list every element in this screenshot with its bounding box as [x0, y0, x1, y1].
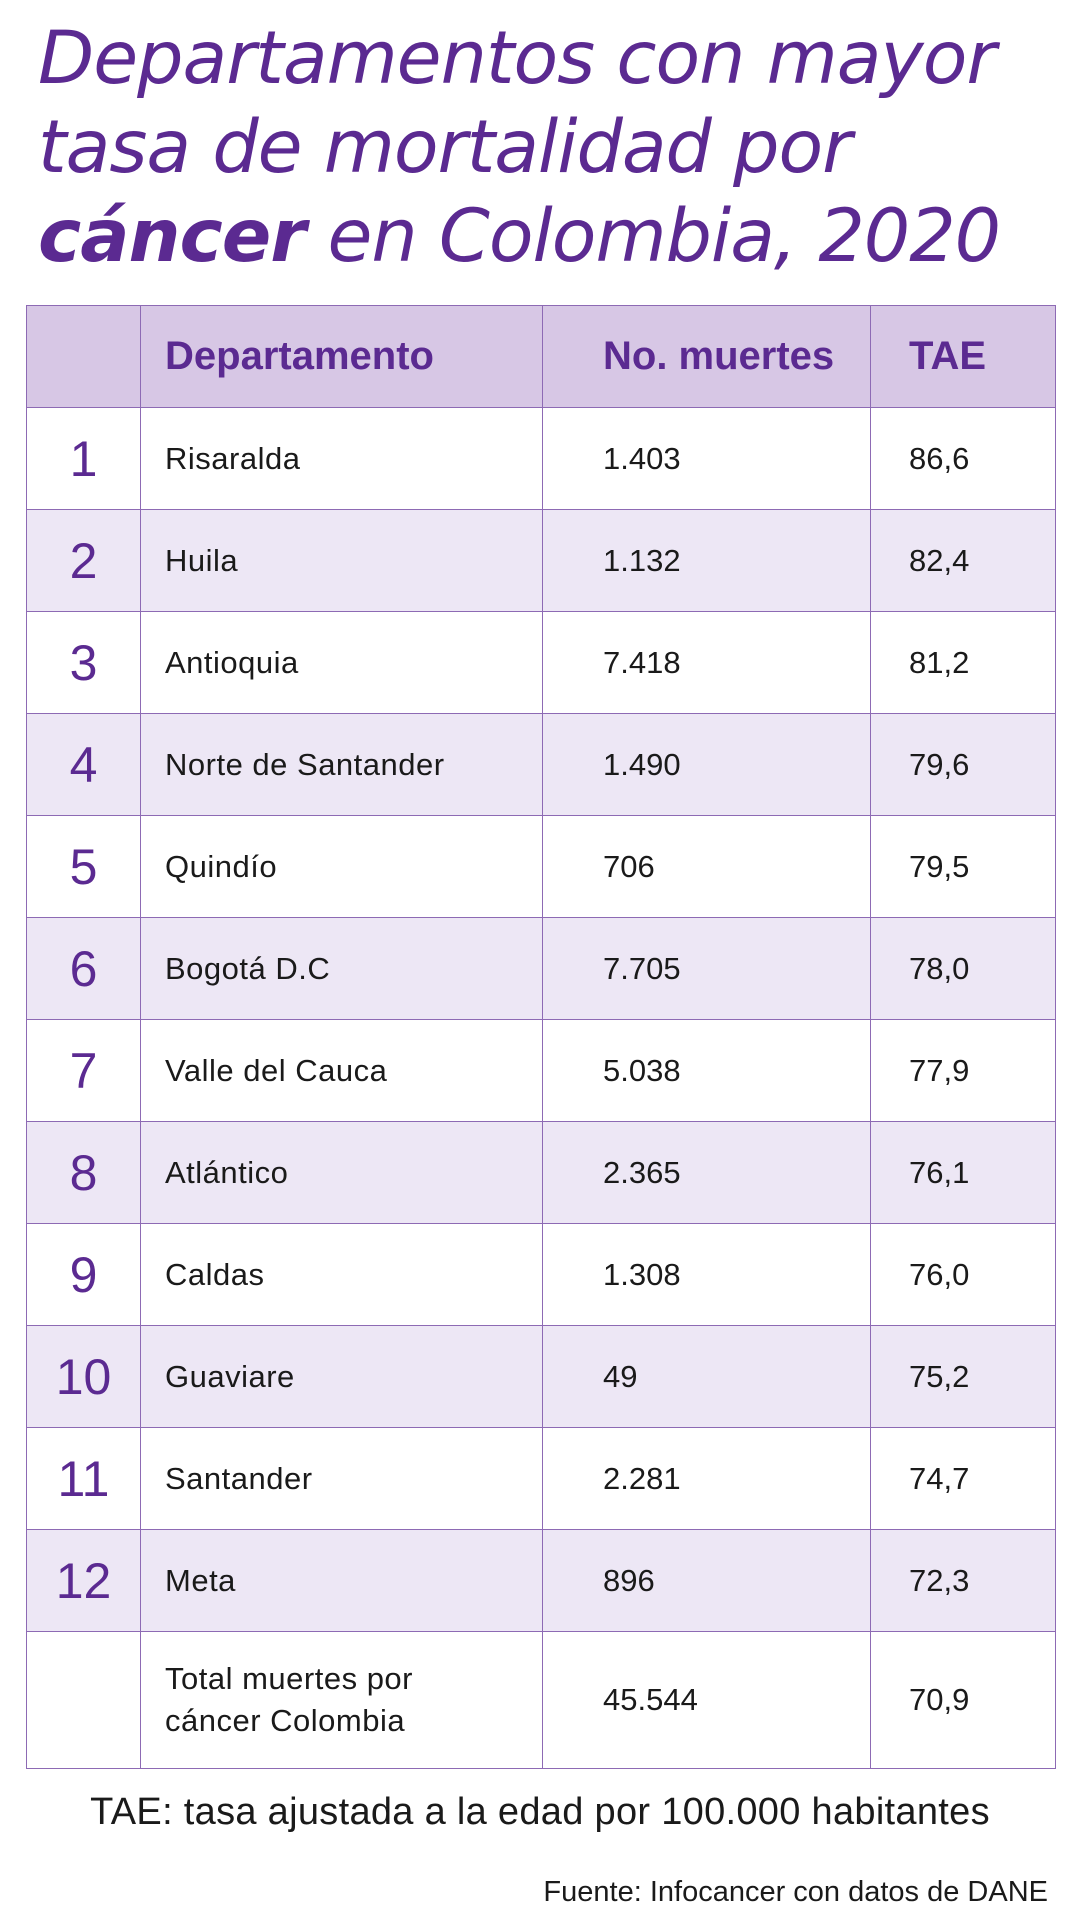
rank-cell: 5: [26, 815, 141, 918]
table-row: 10 Guaviare 49 75,2: [26, 1325, 1056, 1428]
tae-cell: 86,6: [870, 407, 1056, 510]
total-rank-cell: [26, 1631, 141, 1769]
title-bold-word: cáncer: [38, 194, 306, 279]
departamento-cell: Guaviare: [140, 1325, 543, 1428]
departamento-cell: Norte de Santander: [140, 713, 543, 816]
table-row: 4 Norte de Santander 1.490 79,6: [26, 713, 1056, 816]
header-tae: TAE: [870, 305, 1056, 408]
table-row: 9 Caldas 1.308 76,0: [26, 1223, 1056, 1326]
tae-cell: 76,1: [870, 1121, 1056, 1224]
departamento-cell: Antioquia: [140, 611, 543, 714]
muertes-cell: 7.705: [542, 917, 871, 1020]
rank-cell: 11: [26, 1427, 141, 1530]
muertes-cell: 2.365: [542, 1121, 871, 1224]
muertes-cell: 5.038: [542, 1019, 871, 1122]
total-row: Total muertes por cáncer Colombia 45.544 70…: [26, 1631, 1056, 1769]
rank-cell: 8: [26, 1121, 141, 1224]
total-label-cell: Total muertes por cáncer Colombia: [140, 1631, 543, 1769]
rank-cell: 9: [26, 1223, 141, 1326]
tae-cell: 79,6: [870, 713, 1056, 816]
rank-cell: 2: [26, 509, 141, 612]
title-line-1: Departamentos con mayor: [38, 16, 996, 101]
table-row: 3 Antioquia 7.418 81,2: [26, 611, 1056, 714]
header-muertes: No. muertes: [542, 305, 871, 408]
departamento-cell: Meta: [140, 1529, 543, 1632]
table-row: 12 Meta 896 72,3: [26, 1529, 1056, 1632]
header-departamento: Departamento: [140, 305, 543, 408]
table-row: 2 Huila 1.132 82,4: [26, 509, 1056, 612]
total-label-line-2: cáncer Colombia: [165, 1703, 406, 1738]
departamento-cell: Bogotá D.C: [140, 917, 543, 1020]
departamento-cell: Santander: [140, 1427, 543, 1530]
muertes-cell: 7.418: [542, 611, 871, 714]
source-credit: Fuente: Infocancer con datos de DANE: [543, 1876, 1048, 1908]
muertes-cell: 49: [542, 1325, 871, 1428]
departamento-cell: Quindío: [140, 815, 543, 918]
tae-cell: 76,0: [870, 1223, 1056, 1326]
title-line-3-rest: en Colombia, 2020: [305, 194, 1002, 279]
table-header-row: Departamento No. muertes TAE: [26, 305, 1056, 408]
total-tae-cell: 70,9: [870, 1631, 1056, 1769]
tae-cell: 77,9: [870, 1019, 1056, 1122]
departamento-cell: Atlántico: [140, 1121, 543, 1224]
table-row: 6 Bogotá D.C 7.705 78,0: [26, 917, 1056, 1020]
tae-cell: 79,5: [870, 815, 1056, 918]
table-row: 7 Valle del Cauca 5.038 77,9: [26, 1019, 1056, 1122]
total-label-line-1: Total muertes por: [165, 1661, 413, 1696]
tae-cell: 78,0: [870, 917, 1056, 1020]
muertes-cell: 1.308: [542, 1223, 871, 1326]
mortality-table: Departamento No. muertes TAE 1 Risaralda 1…: [26, 305, 1056, 1769]
tae-cell: 72,3: [870, 1529, 1056, 1632]
rank-cell: 1: [26, 407, 141, 510]
total-muertes-cell: 45.544: [542, 1631, 871, 1769]
muertes-cell: 2.281: [542, 1427, 871, 1530]
departamento-cell: Risaralda: [140, 407, 543, 510]
table-row: 11 Santander 2.281 74,7: [26, 1427, 1056, 1530]
rank-cell: 3: [26, 611, 141, 714]
departamento-cell: Huila: [140, 509, 543, 612]
muertes-cell: 1.403: [542, 407, 871, 510]
departamento-cell: Caldas: [140, 1223, 543, 1326]
rank-cell: 6: [26, 917, 141, 1020]
tae-cell: 74,7: [870, 1427, 1056, 1530]
table-row: 8 Atlántico 2.365 76,1: [26, 1121, 1056, 1224]
title-line-2: tasa de mortalidad por: [38, 105, 852, 190]
tae-cell: 81,2: [870, 611, 1056, 714]
table-body: Departamento No. muertes TAE 1 Risaralda 1…: [26, 305, 1056, 1769]
muertes-cell: 706: [542, 815, 871, 918]
table-row: 5 Quindío 706 79,5: [26, 815, 1056, 918]
rank-cell: 7: [26, 1019, 141, 1122]
muertes-cell: 896: [542, 1529, 871, 1632]
rank-cell: 10: [26, 1325, 141, 1428]
chart-title: Departamentos con mayor tasa de mortalid…: [38, 14, 1058, 281]
header-rank: [26, 305, 141, 408]
muertes-cell: 1.490: [542, 713, 871, 816]
tae-note: TAE: tasa ajustada a la edad por 100.000…: [90, 1791, 990, 1833]
table-row: 1 Risaralda 1.403 86,6: [26, 407, 1056, 510]
rank-cell: 12: [26, 1529, 141, 1632]
rank-cell: 4: [26, 713, 141, 816]
tae-cell: 75,2: [870, 1325, 1056, 1428]
departamento-cell: Valle del Cauca: [140, 1019, 543, 1122]
title-line-3: cáncer en Colombia, 2020: [38, 192, 1058, 281]
tae-cell: 82,4: [870, 509, 1056, 612]
muertes-cell: 1.132: [542, 509, 871, 612]
